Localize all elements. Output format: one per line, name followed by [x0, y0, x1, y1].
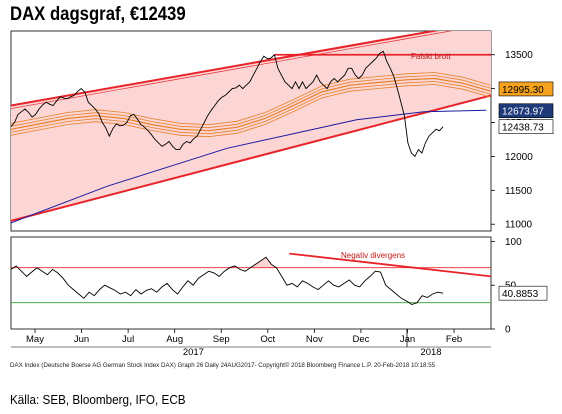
main-y-tick-label: 13500 — [505, 50, 533, 61]
rsi-last-value-label: 40.8853 — [502, 289, 539, 300]
x-axis: May Jun Jul Aug Sep Oct Nov Dec Jan Feb 2017 2018 — [11, 329, 491, 358]
moving-average-band-line — [11, 77, 491, 132]
source-footer: Källa: SEB, Bloomberg, IFO, ECB — [10, 392, 186, 407]
x-tick-label: Dec — [352, 334, 369, 345]
moving-average-band-line — [11, 84, 491, 138]
channel-upper-line — [11, 31, 440, 107]
main-price-panel: 110001150012000125001300013500 12995.301… — [10, 30, 554, 232]
year-label: 2017 — [183, 347, 204, 358]
rsi-y-tick-label: 100 — [505, 237, 522, 248]
last-value-badge — [498, 103, 554, 119]
moving-average-band-line — [11, 81, 491, 135]
annotation-negativ-divergens: Negativ divergens — [341, 251, 405, 260]
price-line — [11, 50, 444, 158]
x-tick-label: Nov — [306, 334, 323, 345]
main-y-tick-label: 11500 — [505, 186, 533, 197]
x-tick-label: Jul — [122, 334, 134, 345]
last-value-label: 12438.73 — [502, 123, 544, 134]
x-tick-label: Sep — [213, 334, 230, 345]
x-tick-label: May — [26, 334, 44, 345]
rsi-line — [11, 256, 444, 305]
rsi-y-tick-label: 0 — [505, 325, 511, 336]
x-tick-label: Jan — [400, 334, 415, 345]
channel-lower-line — [11, 94, 491, 222]
x-tick-label: Feb — [446, 334, 462, 345]
last-value-badge — [498, 81, 554, 97]
last-value-label: 12673.97 — [502, 107, 544, 118]
year-label: 2018 — [420, 347, 441, 358]
moving-average-band-line — [11, 72, 491, 126]
x-tick-label: Aug — [166, 334, 183, 345]
divergence-line — [289, 252, 491, 278]
bloomberg-copyright-line: DAX Index (Deutsche Boerse AG German Sto… — [10, 362, 436, 369]
last-value-label: 12995.30 — [502, 85, 544, 96]
page-title: DAX dagsgraf, €12439 — [10, 4, 186, 25]
moving-average-band-line — [11, 75, 491, 129]
main-y-tick-label: 11000 — [505, 220, 533, 231]
rsi-panel: 050100 40.8853 Negativ divergens — [10, 236, 548, 336]
main-y-tick-label: 12000 — [505, 152, 533, 163]
rsi-plot-frame — [10, 236, 492, 330]
x-tick-label: Jun — [74, 334, 89, 345]
x-tick-label: Oct — [260, 334, 275, 345]
last-value-badge — [498, 119, 554, 134]
channel-upper-inner-line — [11, 31, 453, 109]
rsi-last-value-badge — [498, 285, 548, 301]
trend-line — [11, 109, 487, 224]
annotation-falskt-brott: Falskt brott — [411, 52, 451, 61]
